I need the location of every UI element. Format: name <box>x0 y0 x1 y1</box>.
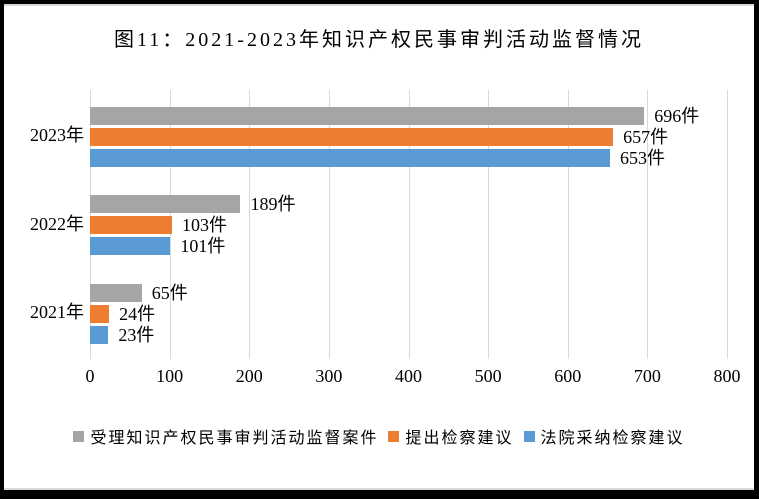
bar-series-3-group-2 <box>90 237 171 256</box>
bar-series-3-group-1 <box>90 149 610 167</box>
bar-value-label: 103件 <box>182 215 227 236</box>
bar-value-label: 696件 <box>654 106 700 126</box>
bar-value-label: 189件 <box>250 194 296 215</box>
bar-value-label: 101件 <box>180 236 226 257</box>
x-axis-tick-label: 200 <box>235 366 263 386</box>
gridline <box>567 90 569 359</box>
chart-title: 图11：2021-2023年知识产权民事审判活动监督情况 <box>114 29 644 51</box>
bar-value-label: 653件 <box>619 148 665 168</box>
bar-series-2-group-2 <box>90 216 172 235</box>
legend-swatch-icon <box>523 430 535 442</box>
category-label: 2021年 <box>30 301 84 322</box>
bar-series-1-group-2 <box>90 195 241 214</box>
x-axis-tick-label: 700 <box>633 366 661 386</box>
bar-value-label: 24件 <box>119 303 156 324</box>
gridline <box>249 90 251 359</box>
bar-series-2-group-3 <box>90 304 110 323</box>
bar-series-2-group-1 <box>90 128 614 146</box>
gridline <box>408 90 410 359</box>
x-axis-tick-label: 800 <box>713 366 741 386</box>
bar-series-1-group-3 <box>90 283 142 302</box>
legend: 受理知识产权民事审判活动监督案件 提出检察建议 法院采纳检察建议 <box>4 424 754 448</box>
legend-label: 受理知识产权民事审判活动监督案件 <box>90 430 379 447</box>
x-axis-tick-label: 0 <box>85 366 95 386</box>
bar-value-label: 23件 <box>118 324 155 345</box>
legend-item-series-1: 受理知识产权民事审判活动监督案件 <box>73 424 378 448</box>
x-axis-tick-label: 100 <box>156 366 184 386</box>
legend-swatch-icon <box>73 430 85 442</box>
category-label: 2023年 <box>30 125 84 146</box>
category-label: 2022年 <box>30 213 84 234</box>
legend-label: 法院采纳检察建议 <box>540 430 685 447</box>
x-axis-tick-label: 600 <box>554 366 582 386</box>
bar-series-1-group-1 <box>90 107 645 125</box>
plot-area: 0 100 200 300 400 500 600 700 800 2023年 696件 657件 65… <box>30 90 741 386</box>
legend-item-series-2: 提出检察建议 <box>388 424 513 448</box>
bar-series-3-group-3 <box>90 325 109 344</box>
gridline <box>647 90 649 359</box>
bar-value-label: 657件 <box>623 127 669 147</box>
legend-label: 提出检察建议 <box>405 430 514 447</box>
x-axis-tick-label: 500 <box>474 366 502 386</box>
x-axis-tick-label: 400 <box>395 366 422 386</box>
gridline <box>488 90 490 359</box>
legend-item-series-3: 法院采纳检察建议 <box>523 424 685 448</box>
bar-value-label: 65件 <box>151 282 188 303</box>
legend-swatch-icon <box>388 430 400 442</box>
gridline <box>727 90 728 359</box>
gridline <box>328 90 330 359</box>
x-axis-tick-label: 300 <box>315 366 343 386</box>
